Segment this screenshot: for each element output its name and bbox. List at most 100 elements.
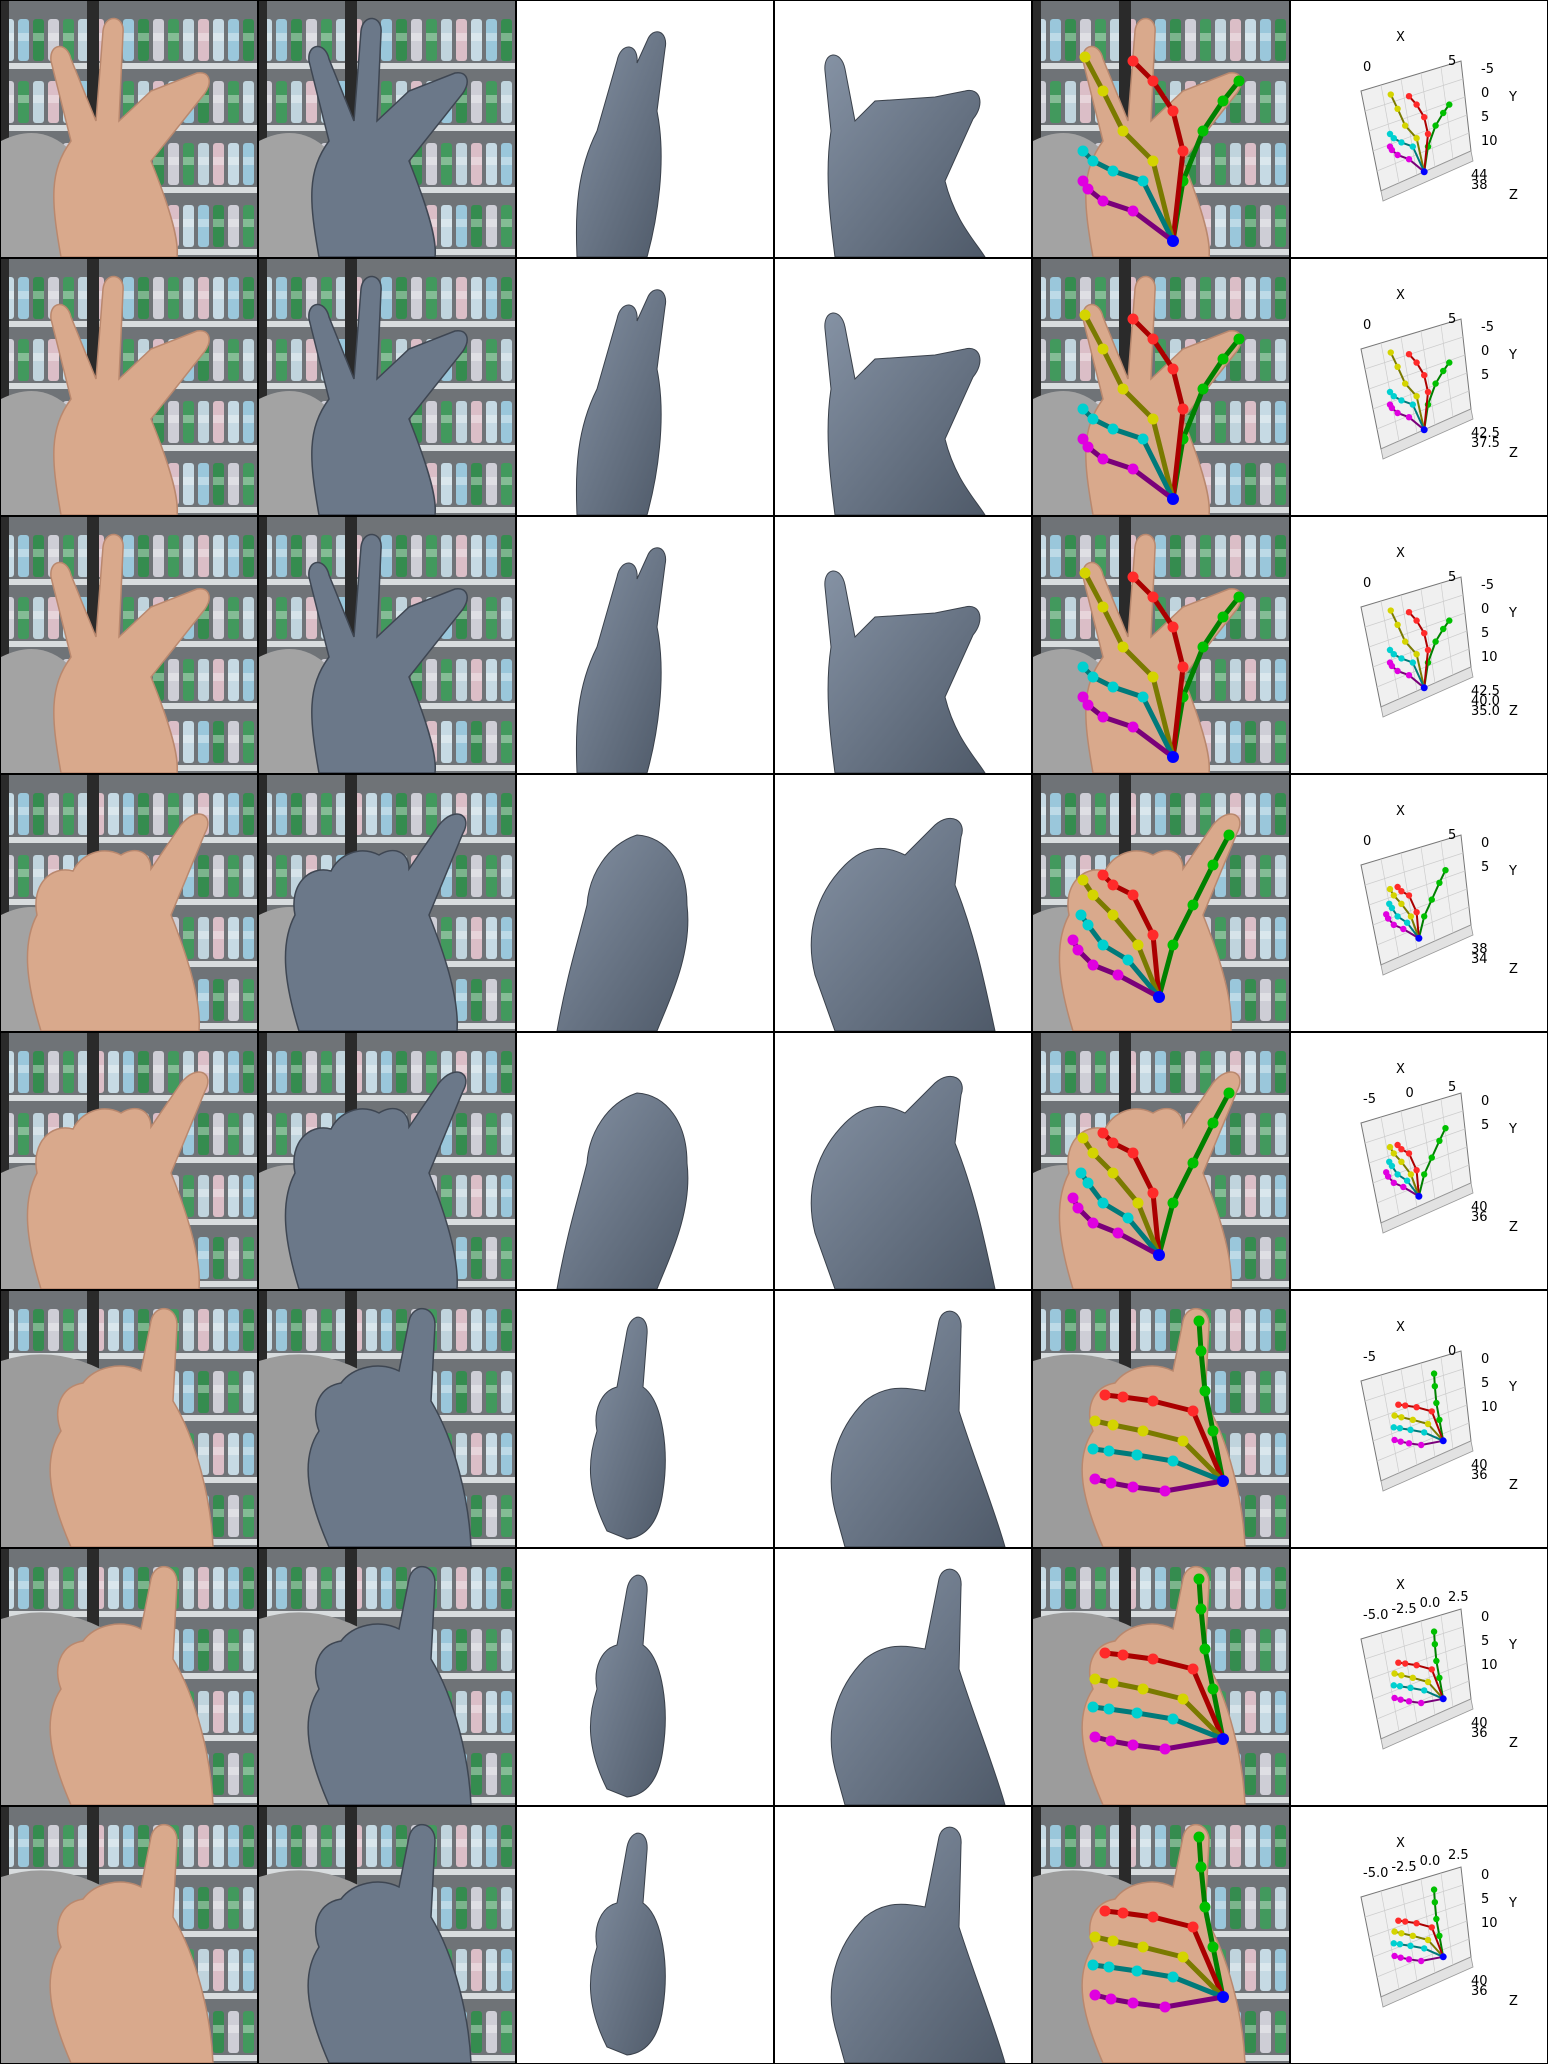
plot-joint-thumb [1428, 1154, 1435, 1161]
plot-joint-ring [1390, 651, 1397, 658]
plot-joint-index [1413, 1920, 1420, 1927]
mesh-view-front [517, 259, 773, 515]
bone-index [1170, 664, 1186, 760]
plot-joint-index [1394, 883, 1401, 891]
plot-3d-floor [1380, 1956, 1474, 2008]
y-tick: 5 [1481, 1892, 1489, 1907]
plot-joint-ring [1398, 139, 1405, 146]
plot-3d-box [1360, 1350, 1472, 1482]
plot-joint-index [1413, 1662, 1420, 1669]
plot-joint-index [1405, 892, 1413, 899]
hand-mesh-render [810, 817, 996, 1031]
mesh-overlay-photo [259, 775, 515, 1031]
mesh-view-side [775, 1807, 1031, 2063]
joint-thumb [1167, 939, 1179, 951]
joint-index [1177, 661, 1189, 673]
joint-pinky [1087, 1217, 1099, 1229]
bone-ring [1170, 1974, 1226, 2000]
joint-pinky [1159, 2001, 1171, 2013]
plot-joint-ring [1386, 1158, 1393, 1165]
plot-joint-index [1395, 1401, 1402, 1408]
z-tick: 40.0 [1471, 694, 1500, 709]
plot-joint-index [1405, 1150, 1413, 1157]
joint-pinky [1127, 1481, 1139, 1493]
bone-index [1130, 1150, 1156, 1196]
joint-middle [1079, 309, 1091, 321]
plot-joint-pinky [1405, 672, 1413, 679]
joint-middle [1097, 85, 1109, 97]
x-tick: 2.5 [1448, 1590, 1469, 1605]
plot-joint-pinky [1386, 143, 1394, 150]
joint-middle [1107, 1935, 1119, 1947]
y-tick: 5 [1481, 626, 1489, 641]
plot-bone-index [1415, 1170, 1420, 1197]
plot-joint-pinky [1397, 1954, 1404, 1961]
bone-ring [1140, 694, 1176, 760]
hand-mesh-render [824, 312, 986, 515]
joint-pinky [1089, 1989, 1101, 2001]
skeleton-overlay-photo [1033, 1291, 1289, 1547]
mesh-view-front [517, 1549, 773, 1805]
plot-joint-pinky [1405, 1440, 1413, 1447]
joint-ring [1122, 1212, 1134, 1224]
y-tick: 10 [1481, 1916, 1498, 1931]
bone-ring [1170, 1716, 1226, 1742]
plot-joint-pinky [1394, 667, 1401, 675]
hand-mesh-overlay [307, 1308, 472, 1547]
bone-pinky [1130, 466, 1176, 502]
plot-joint-middle [1402, 380, 1409, 387]
joint-index [1117, 1649, 1129, 1661]
plot-joint-index [1428, 1666, 1435, 1673]
plot-joint-middle [1398, 1930, 1405, 1937]
joint-wrist [1153, 991, 1165, 1003]
y-tick: 0 [1481, 1094, 1489, 1109]
plot-joint-middle [1407, 1171, 1415, 1178]
axis-y-label: Y [1508, 1122, 1517, 1137]
joint-pinky [1097, 711, 1109, 723]
joint-pinky [1105, 1477, 1117, 1489]
y-tick: 0 [1481, 344, 1489, 359]
bone-ring [1140, 178, 1176, 244]
bone-ring [1170, 1458, 1226, 1484]
x-tick: -5 [1363, 1350, 1376, 1365]
z-tick: 36 [1471, 1468, 1488, 1483]
plot-bone-middle [1415, 395, 1426, 431]
bone-middle [1150, 416, 1176, 502]
plot-bone-ring [1411, 404, 1426, 431]
hand-photo [49, 1566, 214, 1805]
joint-ring [1107, 165, 1119, 177]
joint-index [1147, 1187, 1159, 1199]
axis-x-label: X [1396, 30, 1405, 45]
joint-pinky [1127, 463, 1139, 475]
joint-middle [1079, 51, 1091, 63]
plot-3d-box [1360, 1866, 1472, 1998]
joint-index [1177, 403, 1189, 415]
joint-ring [1087, 1701, 1099, 1713]
hand-mesh-render [810, 1075, 996, 1289]
plot-joint-index [1402, 1402, 1409, 1409]
plot-joint-thumb [1430, 1628, 1438, 1635]
plot-joint-pinky [1417, 1699, 1425, 1707]
plot-joint-ring [1407, 1942, 1414, 1950]
hand-mesh-overlay [308, 533, 468, 773]
joint-index [1147, 333, 1159, 345]
plot-joint-middle [1394, 363, 1401, 370]
bone-middle [1110, 912, 1141, 948]
joint-ring [1167, 1455, 1179, 1467]
joint-pinky [1077, 175, 1089, 187]
joint-ring [1082, 919, 1094, 931]
bone-pinky [1115, 972, 1162, 1000]
z-tick: 36 [1471, 1210, 1488, 1225]
plot-joint-thumb [1432, 380, 1439, 387]
plot-bone-thumb [1417, 916, 1426, 939]
bone-middle [1140, 1428, 1186, 1444]
bone-middle [1120, 644, 1156, 680]
plot-joint-pinky [1405, 414, 1413, 421]
joint-middle [1087, 889, 1099, 901]
plot-joint-index [1413, 909, 1420, 916]
mesh-view-front [517, 1, 773, 257]
plot-joint-index [1413, 1404, 1420, 1411]
bone-middle [1082, 54, 1106, 94]
z-tick: 40 [1471, 1458, 1488, 1473]
input-photo [1, 517, 257, 773]
